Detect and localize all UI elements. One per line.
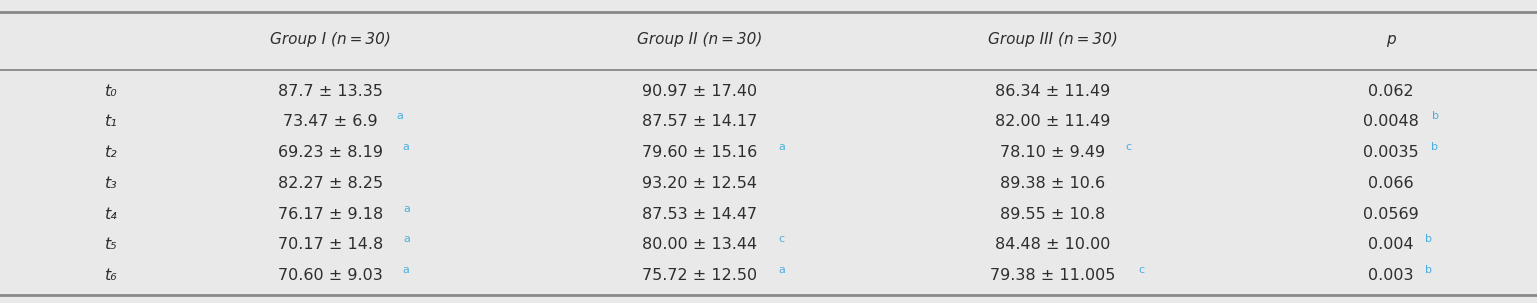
Text: a: a bbox=[403, 234, 410, 244]
Text: b: b bbox=[1425, 234, 1432, 244]
Text: 0.066: 0.066 bbox=[1368, 176, 1414, 191]
Text: b: b bbox=[1425, 265, 1432, 275]
Text: 87.57 ± 14.17: 87.57 ± 14.17 bbox=[641, 114, 758, 129]
Text: 75.72 ± 12.50: 75.72 ± 12.50 bbox=[642, 268, 756, 283]
Text: t₀: t₀ bbox=[105, 84, 117, 98]
Text: 0.0048: 0.0048 bbox=[1363, 114, 1419, 129]
Text: 90.97 ± 17.40: 90.97 ± 17.40 bbox=[642, 84, 756, 98]
Text: 0.004: 0.004 bbox=[1368, 237, 1414, 252]
Text: a: a bbox=[403, 142, 410, 152]
Text: 0.0569: 0.0569 bbox=[1363, 207, 1419, 221]
Text: Group III (n = 30): Group III (n = 30) bbox=[988, 32, 1117, 47]
Text: c: c bbox=[1125, 142, 1131, 152]
Text: 0.003: 0.003 bbox=[1368, 268, 1414, 283]
Text: Group I (n = 30): Group I (n = 30) bbox=[271, 32, 390, 47]
Text: 70.60 ± 9.03: 70.60 ± 9.03 bbox=[278, 268, 383, 283]
Text: 0.0035: 0.0035 bbox=[1363, 145, 1419, 160]
Text: t₆: t₆ bbox=[105, 268, 117, 283]
Text: 76.17 ± 9.18: 76.17 ± 9.18 bbox=[278, 207, 383, 221]
Text: a: a bbox=[778, 142, 785, 152]
Text: b: b bbox=[1431, 142, 1439, 152]
Text: 82.27 ± 8.25: 82.27 ± 8.25 bbox=[278, 176, 383, 191]
Text: 0.062: 0.062 bbox=[1368, 84, 1414, 98]
Text: 69.23 ± 8.19: 69.23 ± 8.19 bbox=[278, 145, 383, 160]
Text: Group II (n = 30): Group II (n = 30) bbox=[636, 32, 762, 47]
Text: t₄: t₄ bbox=[105, 207, 117, 221]
Text: 87.53 ± 14.47: 87.53 ± 14.47 bbox=[642, 207, 756, 221]
Text: 93.20 ± 12.54: 93.20 ± 12.54 bbox=[642, 176, 756, 191]
Text: a: a bbox=[403, 204, 410, 214]
Text: 82.00 ± 11.49: 82.00 ± 11.49 bbox=[994, 114, 1111, 129]
Text: t₃: t₃ bbox=[105, 176, 117, 191]
Text: p: p bbox=[1386, 32, 1396, 47]
Text: c: c bbox=[1139, 265, 1145, 275]
Text: 79.60 ± 15.16: 79.60 ± 15.16 bbox=[642, 145, 756, 160]
Text: c: c bbox=[778, 234, 784, 244]
Text: 73.47 ± 6.9: 73.47 ± 6.9 bbox=[283, 114, 378, 129]
Text: 86.34 ± 11.49: 86.34 ± 11.49 bbox=[996, 84, 1110, 98]
Text: 80.00 ± 13.44: 80.00 ± 13.44 bbox=[642, 237, 756, 252]
Text: t₂: t₂ bbox=[105, 145, 117, 160]
Text: b: b bbox=[1431, 112, 1439, 122]
Text: 79.38 ± 11.005: 79.38 ± 11.005 bbox=[990, 268, 1116, 283]
Text: 89.55 ± 10.8: 89.55 ± 10.8 bbox=[1001, 207, 1105, 221]
Text: a: a bbox=[403, 265, 409, 275]
Text: 70.17 ± 14.8: 70.17 ± 14.8 bbox=[278, 237, 383, 252]
Text: t₅: t₅ bbox=[105, 237, 117, 252]
Text: a: a bbox=[397, 112, 403, 122]
Text: a: a bbox=[778, 265, 785, 275]
Text: t₁: t₁ bbox=[105, 114, 117, 129]
Text: 78.10 ± 9.49: 78.10 ± 9.49 bbox=[1001, 145, 1105, 160]
Text: 84.48 ± 10.00: 84.48 ± 10.00 bbox=[994, 237, 1111, 252]
Text: 89.38 ± 10.6: 89.38 ± 10.6 bbox=[1001, 176, 1105, 191]
Text: 87.7 ± 13.35: 87.7 ± 13.35 bbox=[278, 84, 383, 98]
